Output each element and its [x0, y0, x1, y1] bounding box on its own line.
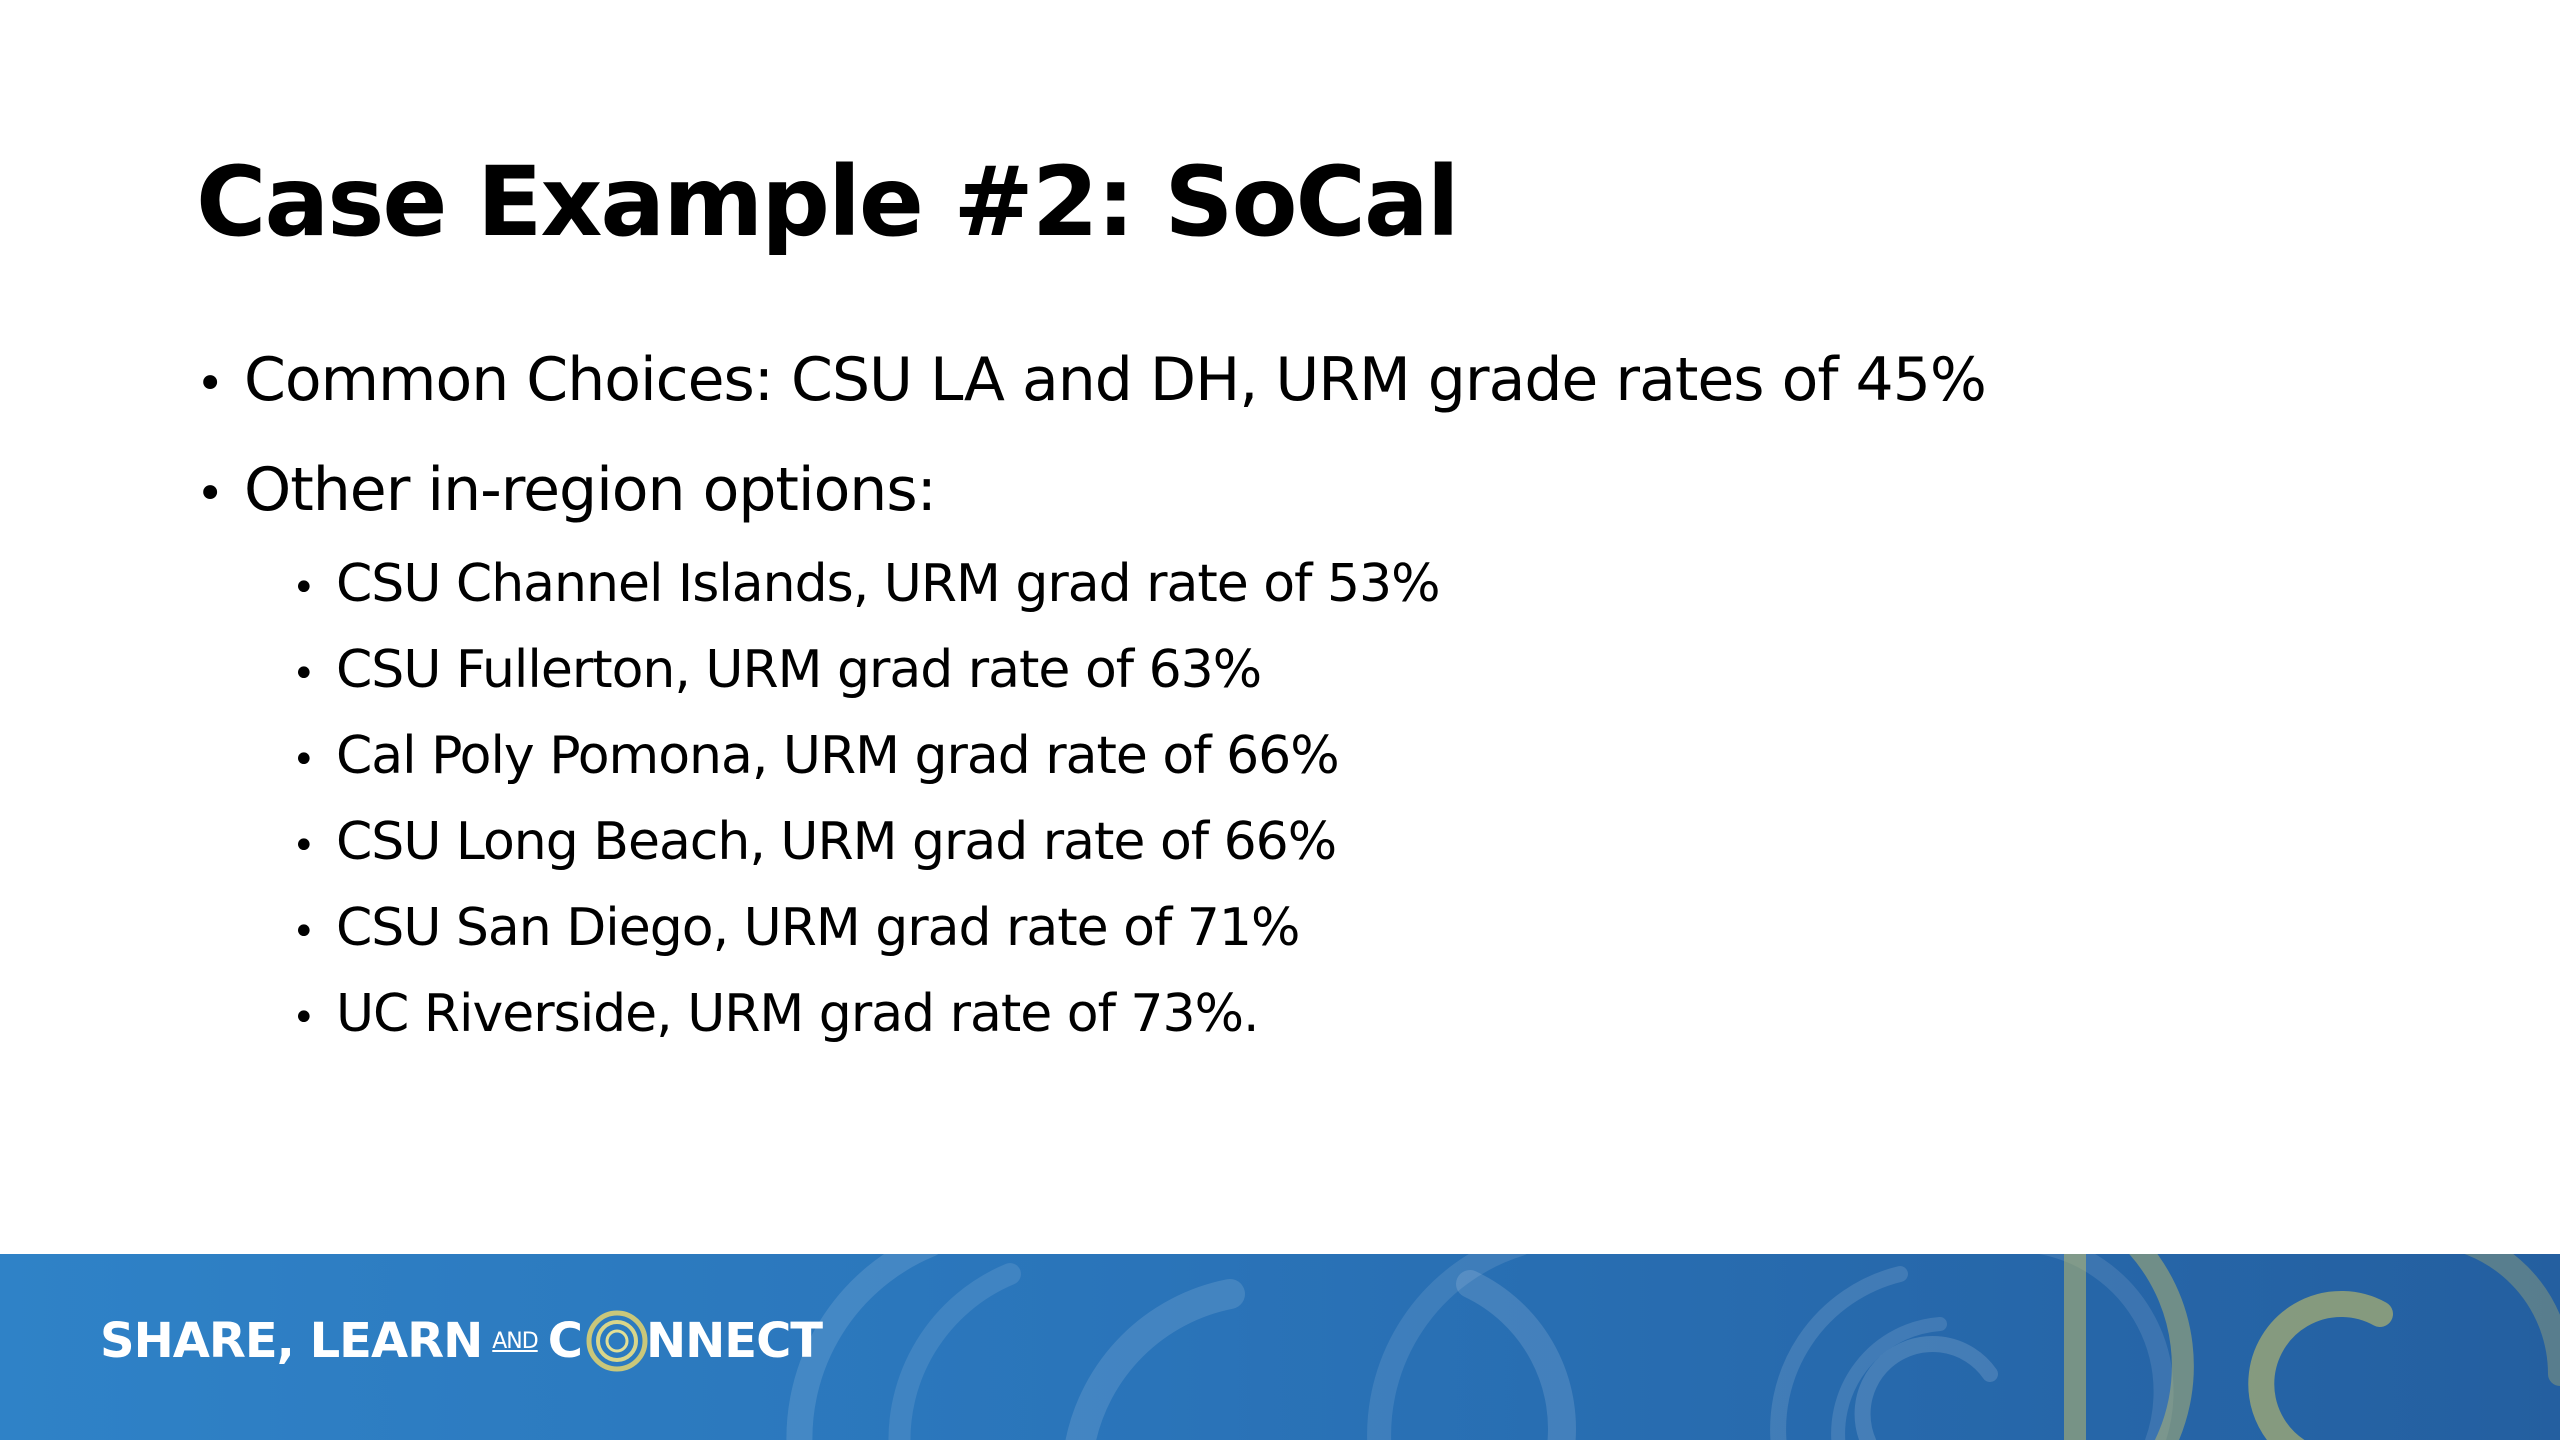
bullet-dot-icon: •: [292, 565, 316, 611]
o-ring-logo-icon: [586, 1310, 648, 1372]
bullet-dot-icon: •: [292, 651, 316, 697]
brand-text-c: C: [547, 1313, 583, 1369]
sub-bullet-item: • CSU Fullerton, URM grad rate of 63%: [292, 638, 2440, 706]
bullet-text: Other in-region options:: [244, 455, 937, 525]
decorative-rings-icon: [786, 1254, 2560, 1440]
sub-bullet-text: CSU Long Beach, URM grad rate of 66%: [336, 812, 1337, 872]
bullet-dot-icon: •: [292, 995, 316, 1041]
sub-bullet-text: CSU San Diego, URM grad rate of 71%: [336, 898, 1300, 958]
bullet-dot-icon: •: [292, 909, 316, 955]
bullet-dot-icon: •: [292, 823, 316, 869]
bullet-dot-icon: •: [196, 356, 224, 412]
sub-bullet-text: Cal Poly Pomona, URM grad rate of 66%: [336, 726, 1340, 786]
sub-bullet-item: • CSU San Diego, URM grad rate of 71%: [292, 896, 2440, 964]
bullet-list: • Common Choices: CSU LA and DH, URM gra…: [196, 340, 2440, 1068]
sub-bullet-text: CSU Channel Islands, URM grad rate of 53…: [336, 554, 1441, 614]
bullet-dot-icon: •: [196, 466, 224, 522]
sub-bullet-text: UC Riverside, URM grad rate of 73%.: [336, 984, 1260, 1044]
sub-bullet-item: • CSU Channel Islands, URM grad rate of …: [292, 552, 2440, 620]
bullet-dot-icon: •: [292, 737, 316, 783]
sub-bullet-item: • Cal Poly Pomona, URM grad rate of 66%: [292, 724, 2440, 792]
slide-title: Case Example #2: SoCal: [196, 146, 1460, 258]
brand-logo: SHARE, LEARN AND C NNECT: [100, 1308, 823, 1374]
bullet-text: Common Choices: CSU LA and DH, URM grade…: [244, 345, 1987, 415]
bullet-item: • Other in-region options:: [196, 450, 2440, 534]
sub-bullet-list: • CSU Channel Islands, URM grad rate of …: [292, 552, 2440, 1050]
brand-text-part1: SHARE, LEARN: [100, 1313, 483, 1369]
brand-text-part2: NNECT: [645, 1313, 823, 1369]
bullet-item: • Common Choices: CSU LA and DH, URM gra…: [196, 340, 2440, 424]
footer-banner: SHARE, LEARN AND C NNECT: [0, 1254, 2560, 1440]
sub-bullet-item: • UC Riverside, URM grad rate of 73%.: [292, 982, 2440, 1050]
brand-text-and: AND: [492, 1328, 538, 1354]
sub-bullet-text: CSU Fullerton, URM grad rate of 63%: [336, 640, 1262, 700]
sub-bullet-item: • CSU Long Beach, URM grad rate of 66%: [292, 810, 2440, 878]
